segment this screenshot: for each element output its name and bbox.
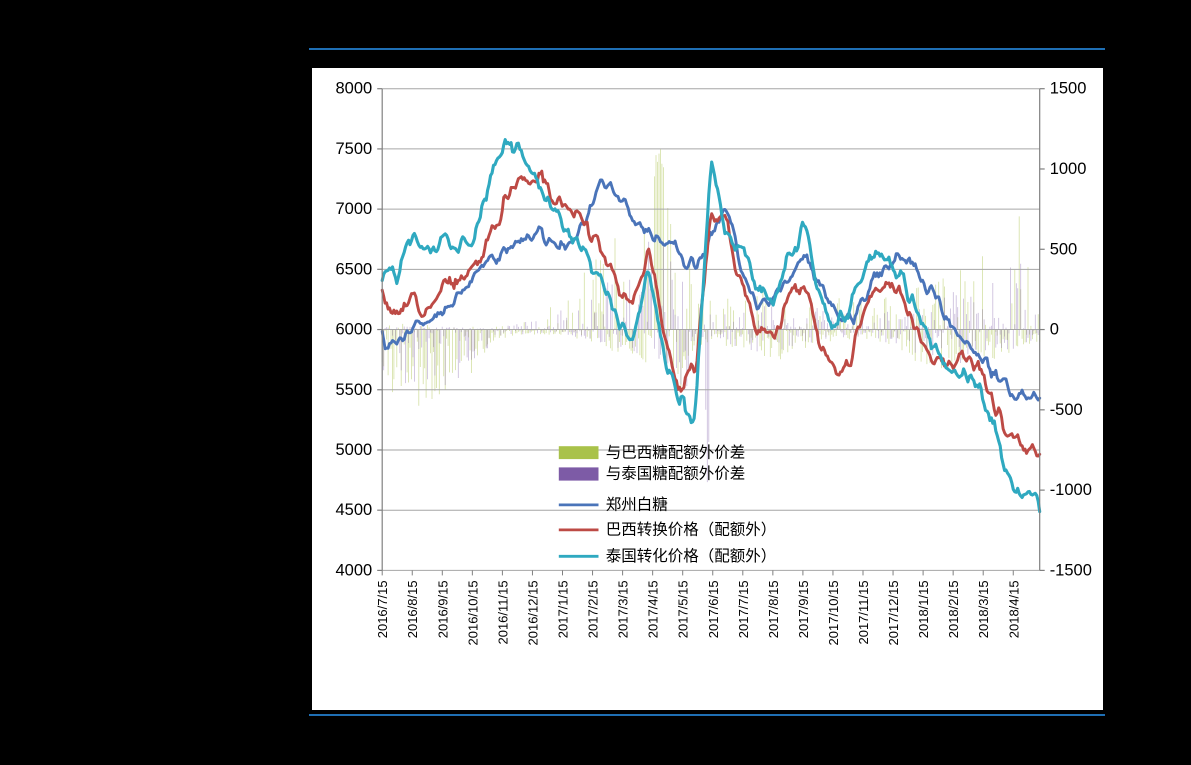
svg-text:2017/8/15: 2017/8/15 [766,580,781,638]
svg-text:2017/6/15: 2017/6/15 [706,580,721,638]
svg-text:2016/12/15: 2016/12/15 [525,580,540,645]
svg-text:-1000: -1000 [1050,481,1092,499]
svg-text:2016/8/15: 2016/8/15 [405,580,420,638]
svg-text:2018/3/15: 2018/3/15 [976,580,991,638]
svg-text:7000: 7000 [335,200,372,218]
svg-text:2017/7/15: 2017/7/15 [736,580,751,638]
svg-text:5000: 5000 [335,441,372,459]
svg-text:2016/9/15: 2016/9/15 [435,580,450,638]
svg-text:2016/7/15: 2016/7/15 [375,580,390,638]
svg-text:1500: 1500 [1050,80,1087,98]
svg-text:2017/3/15: 2017/3/15 [616,580,631,638]
svg-text:2017/1/15: 2017/1/15 [556,580,571,638]
svg-text:-1500: -1500 [1050,561,1092,579]
svg-text:8000: 8000 [335,80,372,98]
svg-text:2017/9/15: 2017/9/15 [796,580,811,638]
svg-text:7500: 7500 [335,140,372,158]
svg-text:2017/10/15: 2017/10/15 [826,580,841,645]
svg-text:郑州白糖: 郑州白糖 [606,496,668,514]
svg-text:1000: 1000 [1050,160,1087,178]
svg-text:2017/5/15: 2017/5/15 [676,580,691,638]
svg-text:0: 0 [1050,321,1059,339]
svg-text:4000: 4000 [335,561,372,579]
svg-text:2017/12/15: 2017/12/15 [886,580,901,645]
svg-text:2017/2/15: 2017/2/15 [586,580,601,638]
svg-text:与巴西糖配额外价差: 与巴西糖配额外价差 [606,444,746,462]
svg-text:2017/4/15: 2017/4/15 [646,580,661,638]
svg-text:6000: 6000 [335,321,372,339]
svg-text:2016/10/15: 2016/10/15 [465,580,480,645]
svg-text:-500: -500 [1050,401,1083,419]
svg-text:4500: 4500 [335,501,372,519]
svg-text:2017/11/15: 2017/11/15 [856,580,871,644]
svg-text:泰国转化价格（配额外）: 泰国转化价格（配额外） [606,547,777,565]
svg-text:5500: 5500 [335,381,372,399]
svg-text:2016/11/15: 2016/11/15 [495,580,510,644]
svg-text:500: 500 [1050,240,1078,258]
svg-text:2018/2/15: 2018/2/15 [946,580,961,638]
svg-text:2018/1/15: 2018/1/15 [916,580,931,638]
svg-text:与泰国糖配额外价差: 与泰国糖配额外价差 [606,465,746,483]
svg-text:巴西转换价格（配额外）: 巴西转换价格（配额外） [606,521,777,539]
svg-text:6500: 6500 [335,260,372,278]
svg-text:2018/4/15: 2018/4/15 [1006,580,1021,638]
